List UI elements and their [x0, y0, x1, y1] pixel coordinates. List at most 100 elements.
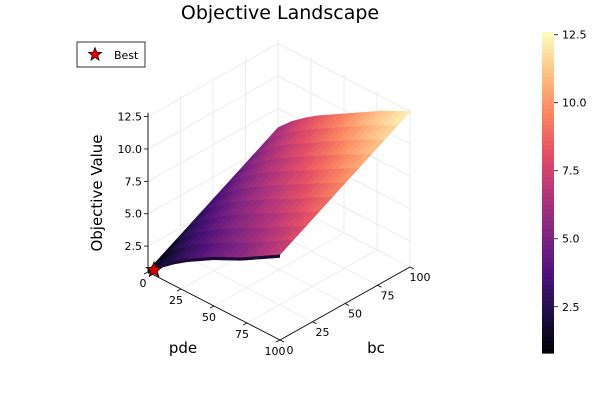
x-tick-mark	[242, 322, 248, 326]
colorbar-segment	[542, 212, 554, 218]
colorbar-segment	[542, 144, 554, 149]
colorbar-segment	[542, 44, 554, 49]
y-tick-label: 0	[287, 344, 294, 357]
colorbar-segment	[542, 304, 554, 310]
colorbar-segment	[542, 252, 554, 258]
colorbar-segment	[542, 288, 554, 294]
colorbar-segment	[542, 124, 554, 129]
colorbar-segment	[542, 64, 554, 69]
y-tick-label: 75	[381, 289, 395, 302]
legend-star-icon	[87, 46, 103, 61]
colorbar-segment	[542, 324, 554, 330]
colorbar-segment	[542, 200, 554, 206]
colorbar-segment	[542, 172, 554, 178]
x-tick-label: 50	[202, 311, 216, 324]
colorbar-segment	[542, 76, 554, 81]
z-tick-label: 2.5	[125, 240, 143, 253]
colorbar-segment	[542, 128, 554, 133]
colorbar-segment	[542, 184, 554, 190]
surface-front-edge	[148, 254, 280, 274]
colorbar-segment	[542, 300, 554, 306]
best-point-marker	[145, 260, 163, 278]
z-tick-label: 10.0	[118, 143, 143, 156]
colorbar-segment	[542, 36, 554, 41]
y-tick-label: 25	[316, 326, 330, 339]
legend: Best	[76, 41, 146, 68]
colorbar-segment	[542, 232, 554, 238]
colorbar-segment	[542, 268, 554, 274]
colorbar-segment	[542, 68, 554, 73]
y-tick-mark	[279, 339, 285, 343]
colorbar-segment	[542, 96, 554, 101]
colorbar-tick-label: 2.5	[562, 301, 580, 314]
colorbar-segment	[542, 336, 554, 342]
colorbar-segment	[542, 168, 554, 174]
colorbar-segment	[542, 72, 554, 77]
colorbar-segment	[542, 192, 554, 198]
colorbar-segment	[542, 340, 554, 346]
x-tick-label: 75	[235, 328, 249, 341]
colorbar-segment	[542, 236, 554, 242]
y-tick-mark	[312, 321, 317, 325]
colorbar-segment	[542, 272, 554, 278]
back-wall-grid-line	[277, 43, 411, 112]
colorbar-segment	[542, 348, 554, 354]
colorbar-tick-label: 7.5	[562, 165, 580, 178]
colorbar-segment	[542, 248, 554, 254]
colorbar-segment	[542, 116, 554, 121]
colorbar-segment	[542, 92, 554, 97]
colorbar-segment	[542, 156, 554, 161]
y-tick-mark	[409, 266, 415, 270]
colorbar-segment	[542, 152, 554, 157]
colorbar-segment	[542, 284, 554, 290]
x-axis-label: pde	[169, 339, 197, 357]
colorbar-segment	[542, 104, 554, 109]
colorbar-tick-label: 10.0	[562, 97, 587, 110]
colorbar-segment	[542, 308, 554, 314]
colorbar-segment	[542, 56, 554, 61]
surface	[147, 110, 411, 274]
z-tick-label: 12.5	[118, 111, 143, 124]
x-tick-label: 0	[140, 277, 147, 290]
y-tick-label: 50	[348, 308, 362, 321]
colorbar-segment	[542, 216, 554, 222]
colorbar-segment	[542, 160, 554, 166]
colorbar-segment	[542, 32, 554, 37]
colorbar-segment	[542, 276, 554, 282]
colorbar-segment	[542, 316, 554, 322]
colorbar-segment	[542, 40, 554, 45]
chart-title: Objective Landscape	[181, 2, 379, 24]
colorbar-segment	[542, 164, 554, 170]
x-tick-label: 100	[265, 345, 286, 358]
colorbar-segment	[542, 136, 554, 141]
colorbar-segment	[542, 100, 554, 105]
surface-patch	[272, 239, 294, 256]
y-tick-label: 100	[410, 271, 431, 284]
colorbar-segment	[542, 224, 554, 230]
colorbar-segment	[542, 320, 554, 326]
colorbar: 2.5 5.0 7.5 10.0 12.5	[542, 29, 587, 354]
z-tick-label: 7.5	[125, 175, 143, 188]
x-tick-mark	[143, 271, 149, 275]
colorbar-segment	[542, 312, 554, 318]
x-tick-label: 25	[169, 294, 183, 307]
x-tick-mark	[176, 288, 182, 292]
colorbar-segment	[542, 204, 554, 210]
colorbar-segment	[542, 244, 554, 250]
colorbar-segment	[542, 208, 554, 214]
legend-box	[76, 41, 146, 68]
colorbar-segment	[542, 188, 554, 194]
colorbar-segment	[542, 60, 554, 65]
colorbar-segment	[542, 228, 554, 234]
colorbar-segment	[542, 328, 554, 334]
y-tick-mark	[344, 303, 350, 306]
colorbar-segment	[542, 260, 554, 266]
colorbar-segment	[542, 240, 554, 246]
colorbar-segment	[542, 52, 554, 57]
colorbar-segment	[542, 344, 554, 350]
colorbar-segment	[542, 148, 554, 153]
colorbar-tick-label: 12.5	[562, 29, 587, 42]
colorbar-segment	[542, 280, 554, 286]
colorbar-segment	[542, 112, 554, 117]
